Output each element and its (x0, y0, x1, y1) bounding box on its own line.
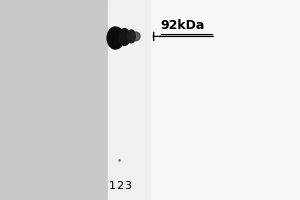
Text: 92kDa: 92kDa (160, 19, 205, 32)
Ellipse shape (107, 27, 124, 49)
Ellipse shape (119, 29, 130, 45)
Text: 3: 3 (124, 181, 131, 191)
Text: 2: 2 (116, 181, 124, 191)
Text: 1: 1 (109, 181, 116, 191)
Ellipse shape (131, 32, 140, 41)
Bar (108, 0, 150, 200)
Ellipse shape (128, 30, 135, 43)
Bar (150, 0, 300, 200)
